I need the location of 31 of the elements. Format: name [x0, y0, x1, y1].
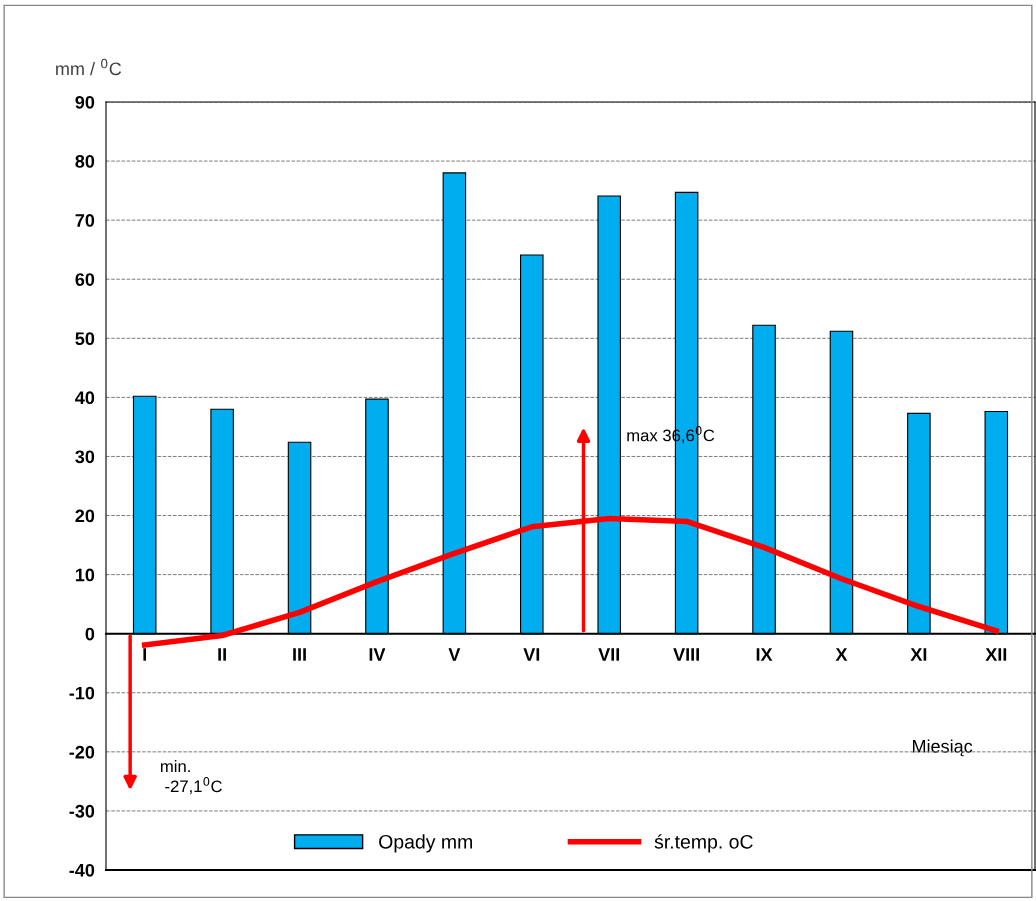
x-tick-label: XII — [985, 648, 1007, 661]
y-tick-label: -30 — [69, 804, 95, 818]
x-tick-label: VI — [523, 648, 540, 661]
y-tick-label: 20 — [75, 509, 95, 523]
annotation: min. -27,1$^{0}$C — [160, 760, 222, 795]
x-axis-title: Miesiąc — [912, 739, 973, 757]
x-tick-label: VII — [598, 648, 620, 661]
x-tick-label: IV — [369, 648, 386, 661]
y-tick-label: 30 — [75, 450, 95, 464]
x-tick-label: IX — [756, 648, 773, 661]
y-tick-label: 80 — [75, 155, 95, 168]
legend-label: Opady mm — [379, 834, 472, 853]
x-tick-label: I — [143, 648, 147, 661]
y-tick-label: 90 — [75, 95, 95, 109]
legend-label: śr.temp. oC — [654, 834, 753, 853]
y-tick-label: 70 — [75, 214, 95, 227]
x-tick-label: II — [218, 648, 226, 661]
y-tick-label: 40 — [75, 391, 95, 405]
y-tick-label: -40 — [69, 863, 95, 877]
y-tick-label: 50 — [75, 332, 95, 346]
y-tick-label: -20 — [69, 745, 95, 759]
x-tick-label: XI — [910, 648, 927, 661]
y-tick-label: 10 — [75, 568, 95, 582]
x-tick-label: V — [448, 648, 461, 661]
y-axis-title: mm / $^{0}$C — [56, 58, 122, 76]
y-tick-label: -10 — [69, 686, 95, 700]
x-tick-label: X — [835, 648, 848, 661]
x-tick-label: III — [293, 648, 306, 661]
y-tick-label: 0 — [85, 627, 95, 641]
y-tick-label: 60 — [75, 273, 95, 286]
x-tick-label: VIII — [673, 648, 699, 661]
